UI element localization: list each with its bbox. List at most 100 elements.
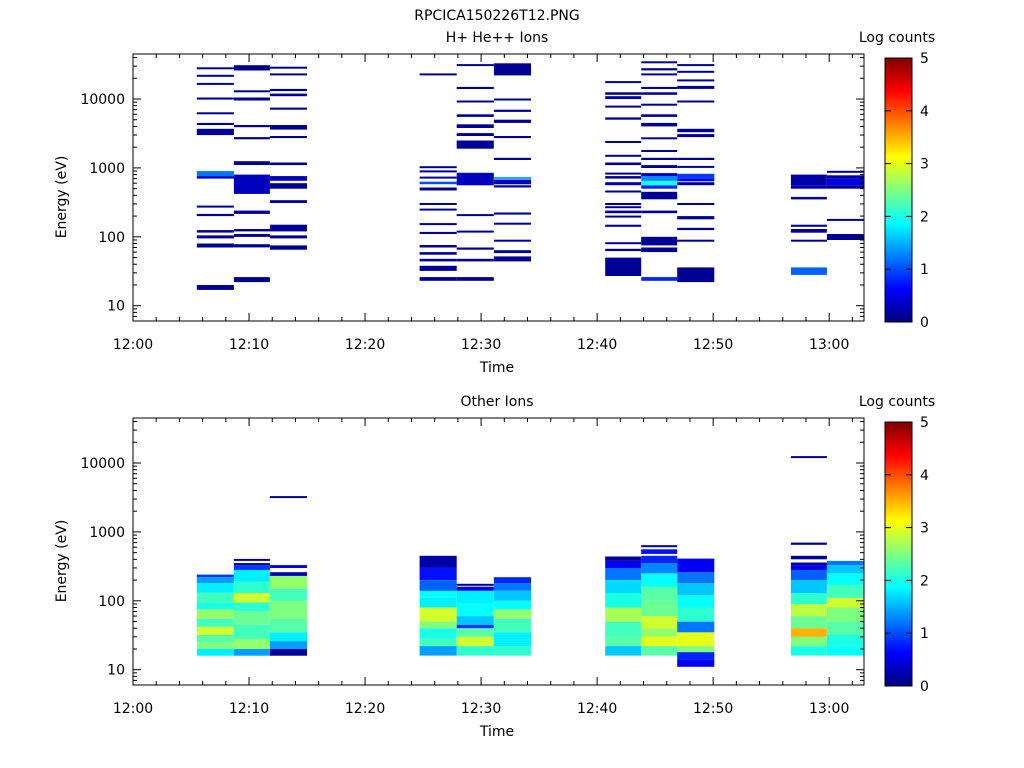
heatmap-cell <box>493 590 531 601</box>
heatmap-cell <box>493 119 531 123</box>
heatmap-cell <box>677 659 715 667</box>
heatmap-cell <box>456 247 494 250</box>
heatmap-cell <box>456 590 494 604</box>
heatmap-cell <box>196 122 234 125</box>
panel-title: Other Ions <box>460 394 533 410</box>
heatmap-cell <box>196 97 234 100</box>
heatmap-cell <box>269 183 307 189</box>
heatmap-cell <box>790 646 827 656</box>
heatmap-cell <box>233 565 270 570</box>
colorbar-tick-label: 3 <box>920 157 929 173</box>
heatmap-cell <box>641 191 678 200</box>
x-axis: 12:00 12:10 12:20 12:30 12:40 12:50 13:00 <box>113 54 853 353</box>
heatmap-cell <box>196 577 234 584</box>
colorbar-tick-label: 1 <box>920 262 929 278</box>
plot-frame <box>132 417 865 686</box>
x-tick-label: 12:10 <box>229 701 269 717</box>
heatmap-cell <box>419 252 457 255</box>
heatmap-cell <box>269 245 307 250</box>
heatmap-cell <box>456 124 494 128</box>
heatmap-cell <box>269 107 307 110</box>
heatmap-cell <box>826 598 864 608</box>
heatmap-cell <box>419 245 457 248</box>
heatmap-cell <box>456 230 494 233</box>
y-axis: 10 100 1000 10000 <box>80 421 864 686</box>
heatmap-cell <box>605 242 642 245</box>
heatmap-cell <box>641 150 678 152</box>
heatmap-cell <box>790 604 827 617</box>
heatmap-cell <box>233 229 270 232</box>
heatmap-cell <box>493 600 531 610</box>
heatmap-cell <box>419 258 457 262</box>
colorbar-tick-label: 1 <box>920 626 929 642</box>
heatmap-cell <box>677 100 715 103</box>
heatmap-cell <box>790 185 827 189</box>
heatmap-cell <box>419 166 457 169</box>
heatmap-cell <box>493 98 531 101</box>
heatmap-cell <box>605 257 642 276</box>
x-tick-label: 13:00 <box>809 337 849 353</box>
heatmap-cell <box>233 125 270 128</box>
heatmap-cell <box>641 210 678 214</box>
heatmap-cell <box>456 583 494 586</box>
heatmap-cell <box>233 602 270 612</box>
heatmap-cell <box>677 157 715 160</box>
heatmap-cell <box>790 562 827 566</box>
heatmap-cell <box>790 456 827 459</box>
heatmap-cell <box>419 187 457 191</box>
heatmap-cell <box>677 64 715 67</box>
colorbar-tick-label: 0 <box>920 679 929 695</box>
heatmap-cell <box>677 607 715 622</box>
heatmap-cell <box>605 117 642 120</box>
heatmap-cell <box>605 636 642 647</box>
heatmap-cell <box>269 565 307 568</box>
heatmap-cell <box>790 542 827 545</box>
heatmap-cell <box>641 173 678 177</box>
heatmap-cell <box>233 563 270 566</box>
colorbar-tick-label: 4 <box>920 468 929 484</box>
heatmap-cell <box>677 134 715 138</box>
heatmap-cell <box>233 570 270 582</box>
plot-frame <box>132 53 865 322</box>
heatmap-cell <box>456 100 494 103</box>
heatmap-cell <box>196 67 234 70</box>
heatmap-cell <box>269 641 307 649</box>
x-tick-label: 12:00 <box>113 701 153 717</box>
colorbar-tick-label: 2 <box>920 209 929 225</box>
heatmap-cell <box>456 64 494 67</box>
heatmap-cell <box>677 239 715 242</box>
heatmap-cell <box>641 92 678 95</box>
heatmap-cell <box>196 618 234 627</box>
heatmap-cell <box>456 277 494 281</box>
heatmap-cell <box>196 176 234 179</box>
heatmap-cell <box>641 247 678 253</box>
heatmap-cell <box>790 636 827 647</box>
heatmap-cell <box>826 178 864 186</box>
heatmap-cell <box>269 632 307 642</box>
heatmap-cell <box>196 230 234 233</box>
heatmap-cell <box>641 157 678 160</box>
heatmap-cell <box>269 125 307 130</box>
figure-title: RPCICA150226T12.PNG <box>414 8 579 24</box>
heatmap-cell <box>419 598 457 608</box>
heatmap-cell <box>269 200 307 203</box>
heatmap-cell <box>677 203 715 205</box>
x-tick-label: 12:50 <box>693 337 733 353</box>
heatmap-cell <box>677 79 715 82</box>
heatmap-cell <box>456 258 494 262</box>
heatmap-cell <box>605 567 642 580</box>
heatmap-cell <box>269 176 307 181</box>
panel-other-ions: Other Ions 12:00 12:10 12:20 12:30 12:40 12:5… <box>54 394 935 740</box>
heatmap-cell <box>641 185 678 189</box>
heatmap-cell <box>605 621 642 637</box>
heatmap-cell <box>605 607 642 622</box>
heatmap-cell <box>419 231 457 234</box>
heatmap-cell <box>605 215 642 218</box>
heatmap-cell <box>605 203 642 205</box>
colorbar-ticks: 0 1 2 3 4 5 <box>885 51 929 331</box>
x-axis: 12:00 12:10 12:20 12:30 12:40 12:50 13:00 <box>113 418 853 717</box>
heatmap-cell <box>605 176 642 179</box>
heatmap-cell <box>677 85 715 89</box>
heatmap-cell <box>269 93 307 97</box>
heatmap-cell <box>641 628 678 637</box>
